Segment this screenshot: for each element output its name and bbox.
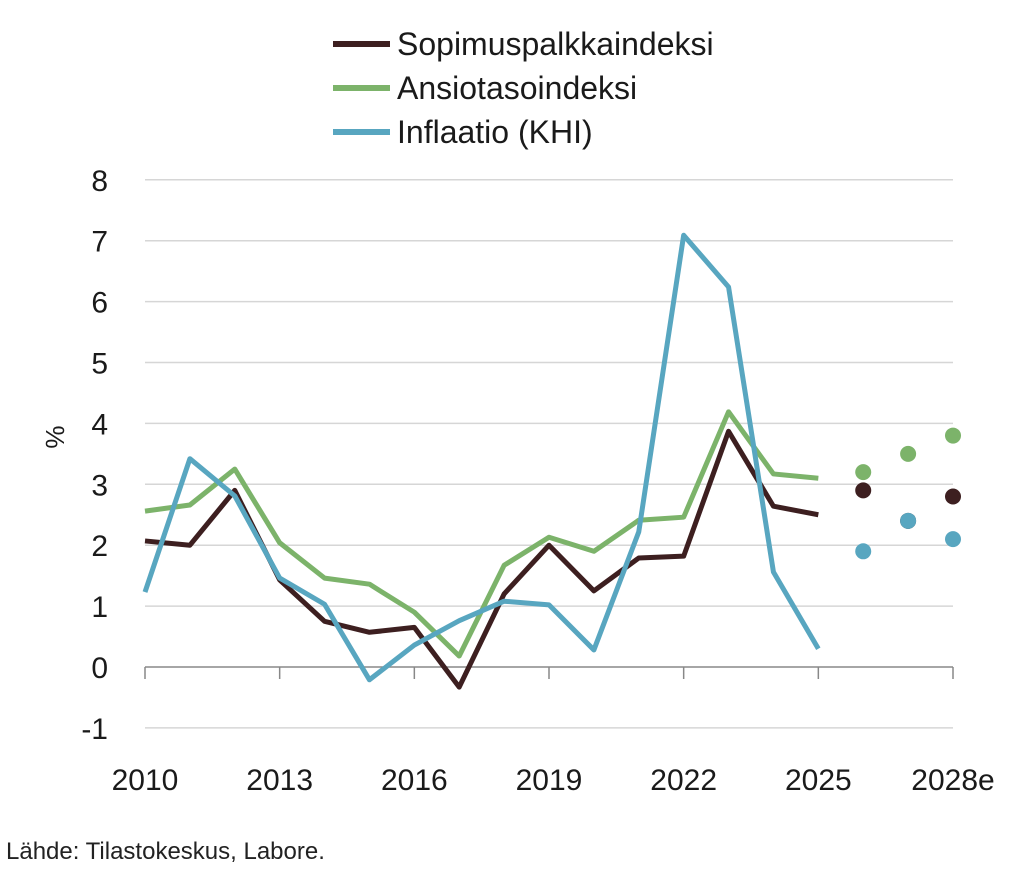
forecast-point [945,488,961,505]
y-tick-label: -1 [81,713,108,746]
y-tick-label: 8 [91,165,108,198]
y-tick-label: 4 [91,408,108,441]
y-tick-label: 0 [91,652,108,685]
forecast-point [855,464,872,481]
x-tick-labels: 2010 2013 2016 2019 2022 2025 2028e [112,764,995,797]
series-line [144,409,819,659]
forecast-point [945,427,961,444]
series-lines [142,232,821,690]
x-tick-label: 2025 [785,764,852,797]
forecast-point [855,543,872,560]
y-tick-label: 2 [91,530,108,563]
y-tick-labels: -1 0 1 2 3 4 5 6 7 8 [81,165,108,746]
x-tick-label: 2019 [516,764,583,797]
x-tick-label: 2028e [911,764,994,797]
y-tick-label: 3 [91,469,108,502]
forecast-point [900,512,917,529]
forecast-points [855,427,961,560]
x-tick-label: 2016 [381,764,448,797]
y-tick-label: 6 [91,287,108,320]
x-tick-label: 2013 [246,764,313,797]
series-line [142,232,821,683]
y-tick-label: 1 [91,591,108,624]
x-tick-label: 2010 [112,764,179,797]
y-tick-label: 5 [91,348,108,381]
legend: Sopimuspalkkaindeksi Ansiotasoindeksi Infl… [333,26,714,150]
x-tick-label: 2022 [650,764,717,797]
legend-label: Sopimuspalkkaindeksi [397,26,714,62]
forecast-point [945,531,961,548]
forecast-point [900,445,917,462]
legend-label: Inflaatio (KHI) [397,114,593,150]
forecast-point [855,482,872,499]
y-axis-label: % [40,425,70,448]
legend-label: Ansiotasoindeksi [397,70,637,106]
series-line [144,428,819,690]
source-note: Lähde: Tilastokeskus, Labore. [6,838,325,865]
gridlines [144,179,954,729]
y-tick-label: 7 [91,226,108,259]
